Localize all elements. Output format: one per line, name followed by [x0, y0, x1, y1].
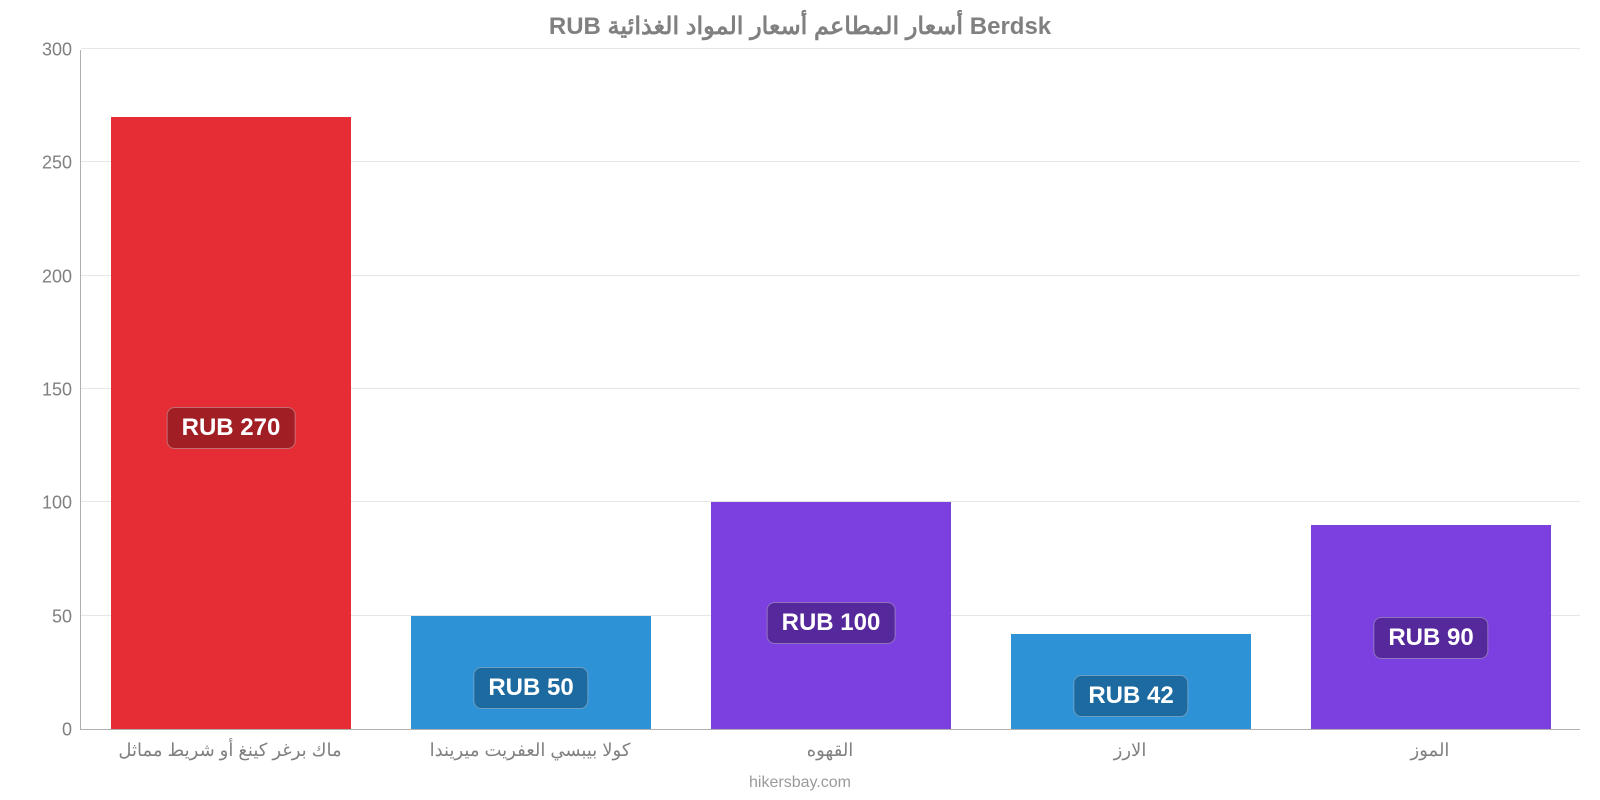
gridline [81, 48, 1580, 49]
value-badge: RUB 90 [1373, 617, 1488, 659]
value-badge: RUB 42 [1073, 675, 1188, 717]
price-bar-chart: Berdsk أسعار المطاعم أسعار المواد الغذائ… [0, 0, 1600, 800]
xtick-label: الموز [1411, 740, 1450, 761]
plot-area: RUB 270 RUB 50 RUB 100 RUB 42 RUB 90 [80, 50, 1580, 730]
ytick-label: 250 [12, 153, 72, 174]
ytick-label: 0 [12, 720, 72, 741]
ytick-label: 200 [12, 266, 72, 287]
attribution-text: hikersbay.com [0, 774, 1600, 792]
value-badge: RUB 270 [167, 407, 296, 449]
value-badge: RUB 100 [767, 602, 896, 644]
ytick-label: 150 [12, 380, 72, 401]
xtick-label: القهوه [807, 740, 854, 761]
chart-title: Berdsk أسعار المطاعم أسعار المواد الغذائ… [0, 12, 1600, 41]
xtick-label: الارز [1114, 740, 1147, 761]
ytick-label: 300 [12, 40, 72, 61]
value-badge: RUB 50 [473, 667, 588, 709]
xtick-label: ماك برغر كينغ أو شريط مماثل [118, 740, 341, 761]
ytick-label: 100 [12, 493, 72, 514]
ytick-label: 50 [12, 606, 72, 627]
xtick-label: كولا بيبسي العفريت ميريندا [430, 740, 631, 761]
